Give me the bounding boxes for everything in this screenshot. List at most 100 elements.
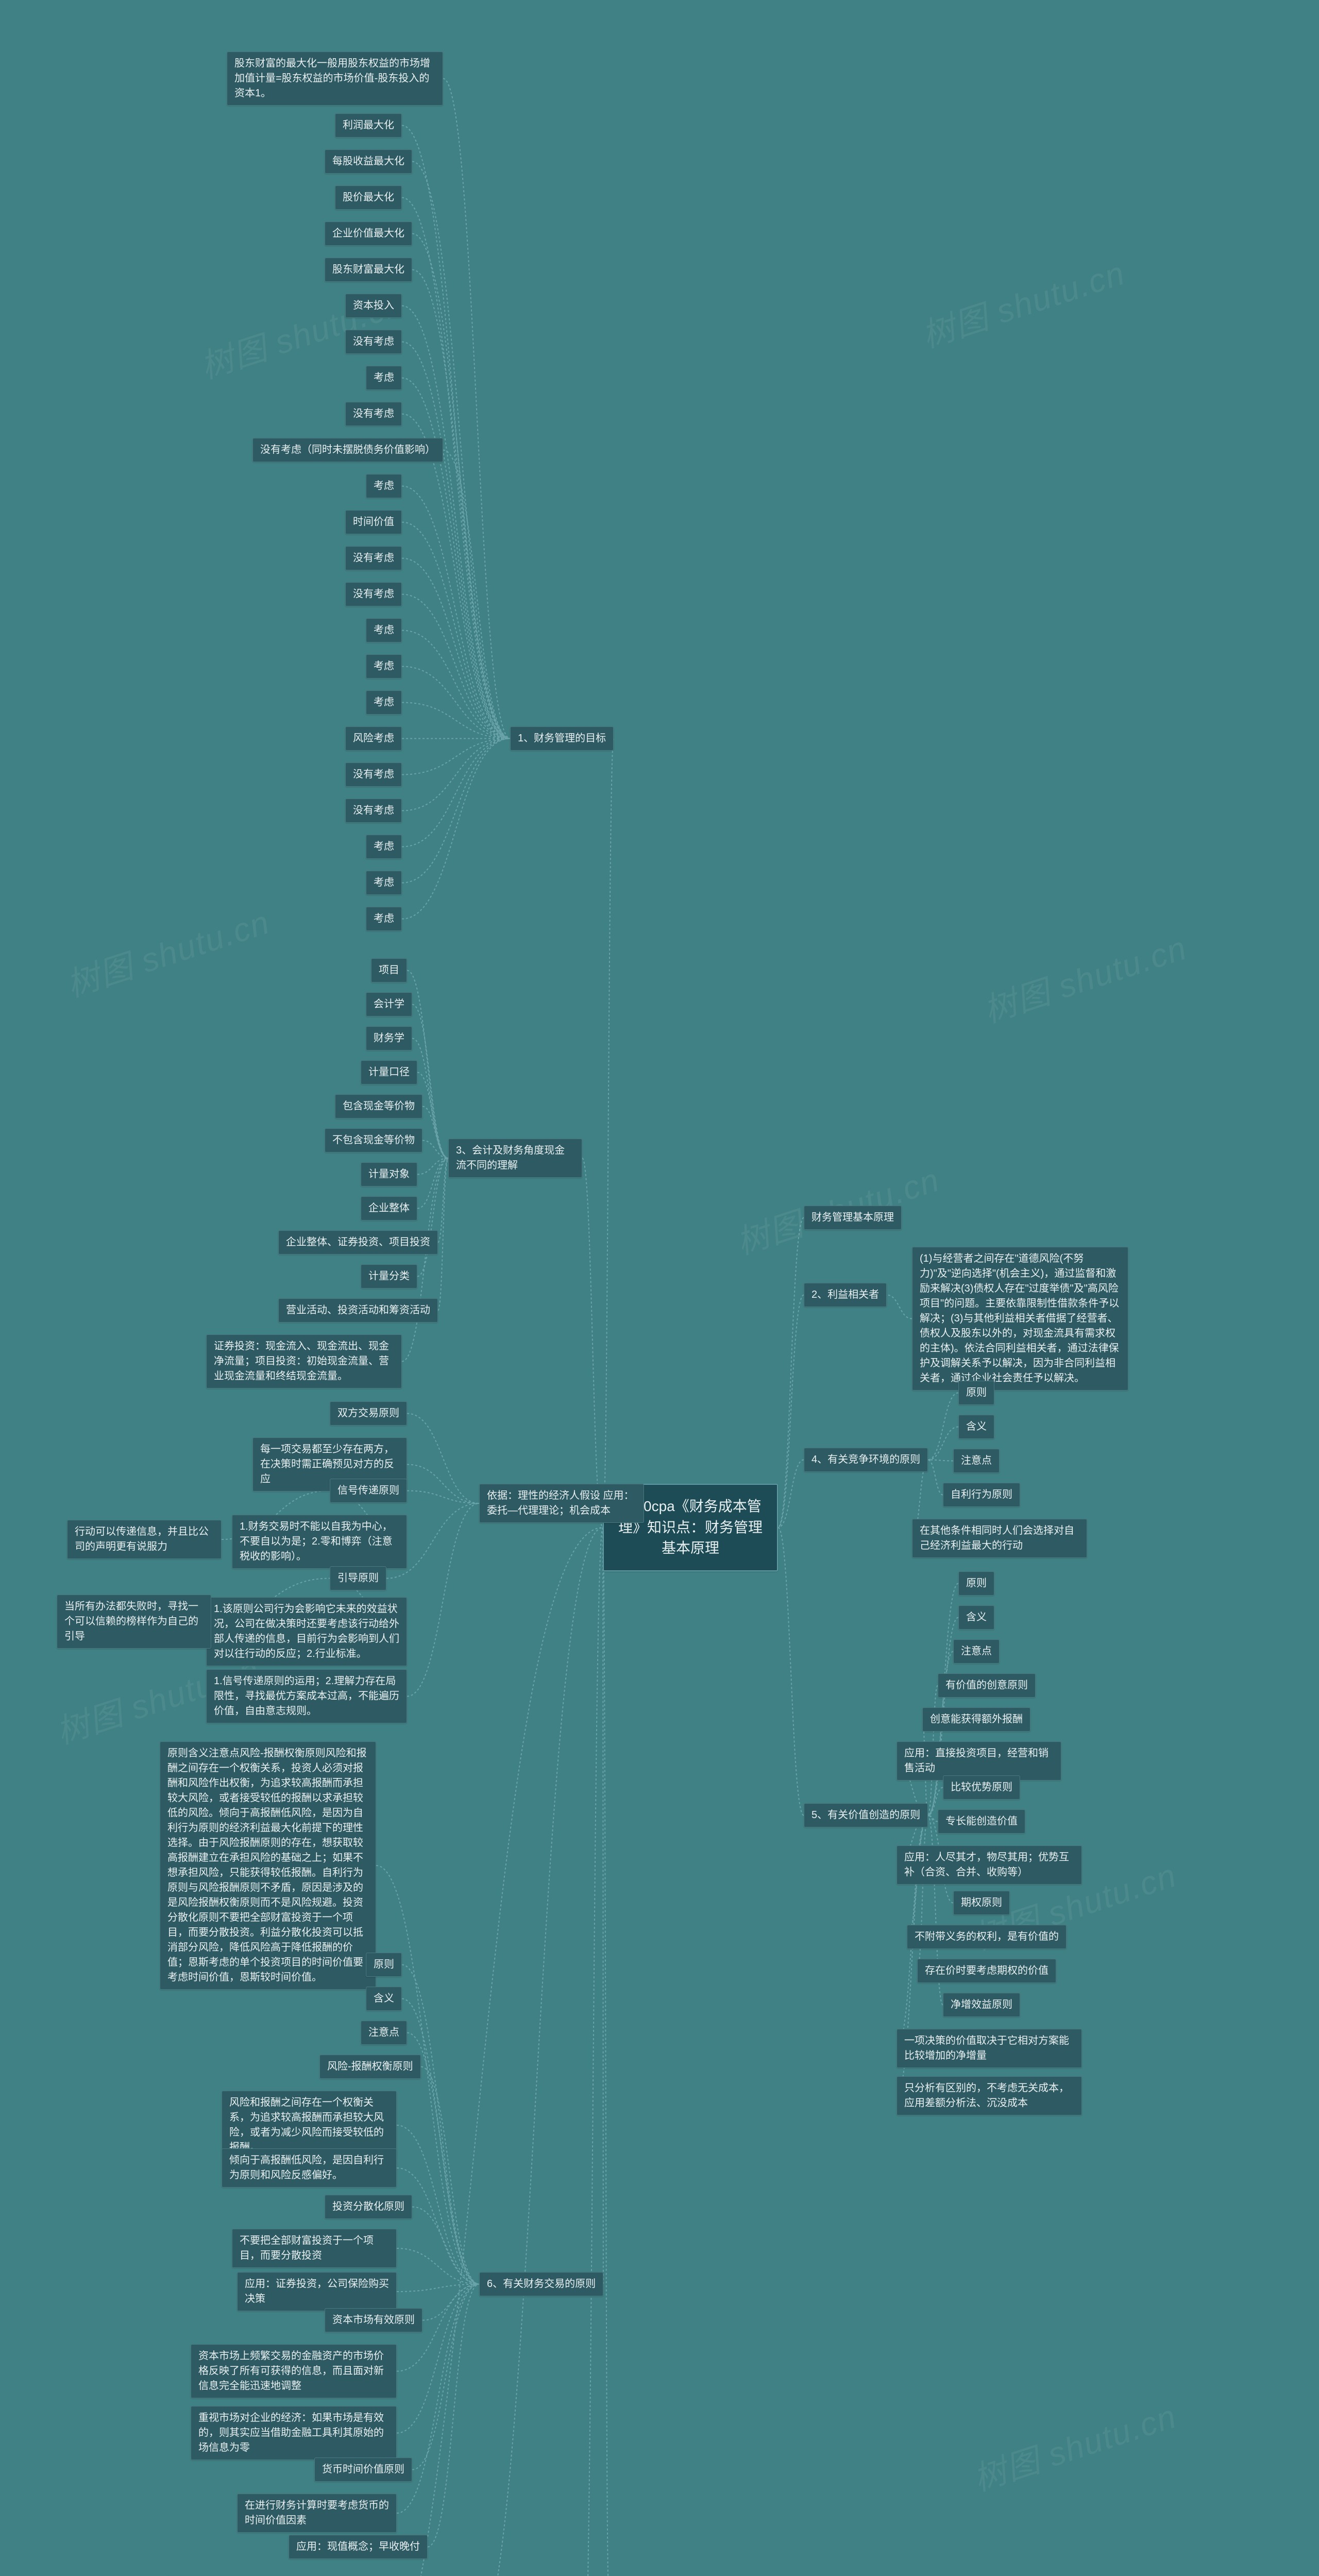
connector: [397, 2248, 479, 2284]
connector: [778, 1528, 804, 1816]
mindmap-node: 企业整体、证券投资、项目投资: [278, 1230, 438, 1255]
mindmap-node: 比较优势原则: [943, 1775, 1020, 1800]
mindmap-node: 1、财务管理的目标: [510, 726, 614, 751]
mindmap-node: 依据：理性的经济人假设 应用：委托—代理理论；机会成本: [479, 1484, 644, 1523]
mindmap-node: 原则: [958, 1571, 994, 1596]
connector: [402, 667, 510, 739]
mindmap-node: 行动可以传递信息，并且比公司的声明更有说服力: [67, 1520, 222, 1559]
mindmap-node: 存在价时要考虑期权的价值: [917, 1959, 1056, 1983]
mindmap-node: 重视市场对企业的经济：如果市场是有效的，则其实应当借助金融工具利其原始的场信息为…: [191, 2406, 397, 2460]
mindmap-node: 企业整体: [361, 1196, 417, 1221]
connector: [603, 1528, 608, 2576]
connector: [402, 342, 510, 739]
connector: [402, 306, 510, 739]
connector: [778, 1295, 804, 1528]
connector: [402, 703, 510, 739]
mindmap-node: 应用：人尽其才，物尽其用；优势互补（合资、合并、收购等）: [897, 1845, 1082, 1885]
mindmap-node: 双方交易原则: [330, 1401, 407, 1426]
mindmap-node: 资本市场上频繁交易的金融资产的市场价格反映了所有可获得的信息，而且面对新信息完全…: [191, 2344, 397, 2398]
connector: [402, 631, 510, 739]
connector: [412, 270, 510, 739]
connector: [583, 1528, 603, 2576]
mindmap-node: 原则: [958, 1381, 994, 1405]
connector: [402, 739, 510, 811]
mindmap-node: 投资分散化原则: [325, 2195, 412, 2219]
mindmap-node: 专长能创造价值: [938, 1809, 1025, 1834]
connector: [438, 1158, 448, 1311]
mindmap-node: 没有考虑: [345, 330, 402, 354]
mindmap-node: 考虑: [366, 474, 402, 498]
mindmap-node: 资本市场有效原则: [325, 2308, 422, 2332]
connector: [397, 2284, 479, 2292]
connector: [928, 1460, 953, 1461]
mindmap-node: 风险-报酬权衡原则: [319, 2055, 421, 2079]
mindmap-node: 注意点: [953, 1449, 1000, 1473]
mindmap-node: 应用：直接投资项目，经营和销售活动: [897, 1741, 1061, 1781]
mindmap-node: 项目: [371, 958, 407, 982]
mindmap-node: 没有考虑: [345, 762, 402, 787]
mindmap-node: 注意点: [361, 2021, 407, 2045]
mindmap-node: 应用：现值概念；早收晚付: [289, 2535, 428, 2559]
watermark: 树图 shutu.cn: [977, 922, 1192, 1032]
connector: [397, 2284, 479, 2433]
mindmap-node: 财务管理基本原理: [804, 1206, 902, 1230]
connector: [422, 1107, 448, 1159]
connector: [402, 1158, 448, 1362]
mindmap-node: 信号传递原则: [330, 1479, 407, 1503]
connector: [778, 1460, 804, 1528]
mindmap-node: 计量口径: [361, 1060, 417, 1084]
mindmap-node: 利润最大化: [335, 113, 402, 138]
connector: [402, 739, 510, 883]
mindmap-node: 6、有关财务交易的原则: [479, 2272, 603, 2296]
mindmap-node: 不要把全部财富投资于一个项目，而要分散投资: [232, 2229, 397, 2268]
mindmap-node: 原则含义注意点风险-报酬权衡原则风险和报酬之间存在一个权衡关系，投资人必须对报酬…: [160, 1741, 376, 1990]
mindmap-node: 只分析有区别的，不考虑无关成本，应用差额分析法、沉没成本: [897, 2076, 1082, 2115]
mindmap-node: 含义: [958, 1605, 994, 1630]
connector: [402, 1999, 479, 2284]
mindmap-node: 注意点: [953, 1639, 1000, 1664]
watermark: 树图 shutu.cn: [967, 2390, 1182, 2500]
mindmap-node: 不附带义务的权利，是有价值的: [907, 1925, 1067, 1949]
mindmap-node: 考虑: [366, 654, 402, 679]
mindmap-node: 引导原则: [330, 1566, 386, 1590]
mindmap-node: 考虑: [366, 907, 402, 931]
connector: [603, 739, 614, 1528]
connector: [402, 595, 510, 739]
mindmap-node: 资本投入: [345, 294, 402, 318]
connector: [402, 739, 510, 775]
connector: [582, 1158, 603, 1528]
mindmap-node: 时间价值: [345, 510, 402, 534]
mindmap-node: 股东财富最大化: [325, 258, 412, 282]
mindmap-node: 没有考虑: [345, 799, 402, 823]
mindmap-node: 股价最大化: [335, 185, 402, 210]
connector: [402, 486, 510, 739]
mindmap-node: 期权原则: [953, 1891, 1010, 1915]
connector: [443, 79, 510, 739]
mindmap-node: 没有考虑: [345, 546, 402, 570]
connector: [397, 2168, 479, 2284]
mindmap-node: 会计学: [366, 992, 412, 1016]
mindmap-node: 创意能获得额外报酬: [922, 1707, 1030, 1732]
mindmap-node: 企业价值最大化: [325, 222, 412, 246]
connector: [402, 558, 510, 739]
mindmap-node: 倾向于高报酬低风险，是因自利行为原则和风险反感偏好。: [222, 2148, 397, 2188]
connector: [402, 198, 510, 739]
mindmap-node: 自利行为原则: [943, 1483, 1020, 1507]
mindmap-node: 考虑: [366, 835, 402, 859]
mindmap-node: 不包含现金等价物: [325, 1128, 422, 1153]
connector: [407, 1414, 479, 1504]
mindmap-node: 股东财富的最大化一般用股东权益的市场增加值计量=股东权益的市场价值-股东投入的资…: [227, 52, 443, 106]
mindmap-node: 2、利益相关者: [804, 1283, 887, 1307]
mindmap-node: 考虑: [366, 690, 402, 715]
mindmap-node: 含义: [958, 1415, 994, 1439]
mindmap-node: 没有考虑: [345, 582, 402, 606]
connector: [469, 1528, 603, 2576]
connector: [407, 1491, 479, 1504]
connector: [422, 1141, 448, 1159]
watermark: 树图 shutu.cn: [915, 247, 1130, 357]
connector: [407, 1465, 479, 1504]
mindmap-node: 考虑: [366, 366, 402, 390]
watermark: 树图 shutu.cn: [60, 896, 275, 1006]
mindmap-node: 包含现金等价物: [335, 1094, 422, 1118]
mindmap-node: 在进行财务计算时要考虑货币的时间价值因素: [237, 2494, 397, 2533]
